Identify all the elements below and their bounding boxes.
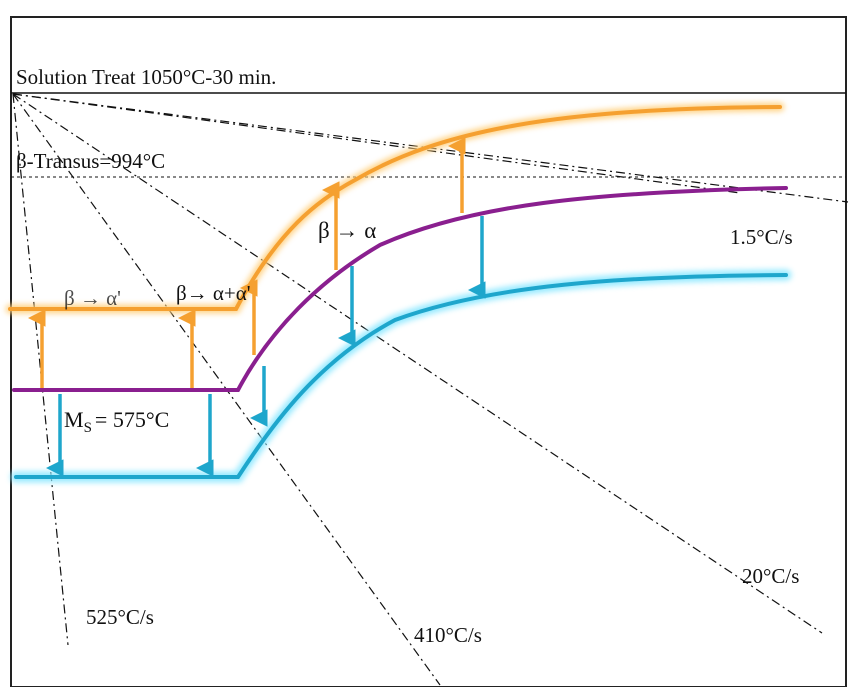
beta-transus-label: β-Transus=994°C (16, 149, 165, 173)
trans-label-alpha-prime: β → α' (64, 286, 121, 310)
orange-curve (8, 105, 782, 311)
trans-label-alpha-alpha-prime: β→ α+α' (176, 281, 251, 305)
purple-curve (12, 186, 788, 392)
cooling-rate-label-410: 410°C/s (414, 623, 482, 647)
up-arrows (28, 137, 466, 388)
cooling-rate-label-525: 525°C/s (86, 605, 154, 629)
cooling-line-1-5 (12, 93, 741, 194)
cooling-rate-label-1-5: 1.5°C/s (730, 225, 793, 249)
cyan-curve (14, 273, 788, 479)
trans-label-alpha: β → α (318, 218, 376, 243)
down-arrows (46, 216, 486, 477)
cooling-line-20 (12, 93, 823, 634)
solution-treat-label: Solution Treat 1050°C-30 min. (16, 65, 276, 89)
cooling-line-525 (12, 93, 69, 646)
cooling-rate-label-20: 20°C/s (742, 564, 799, 588)
diagram-frame (10, 16, 847, 687)
ms-label: MS = 575°C (64, 407, 169, 436)
